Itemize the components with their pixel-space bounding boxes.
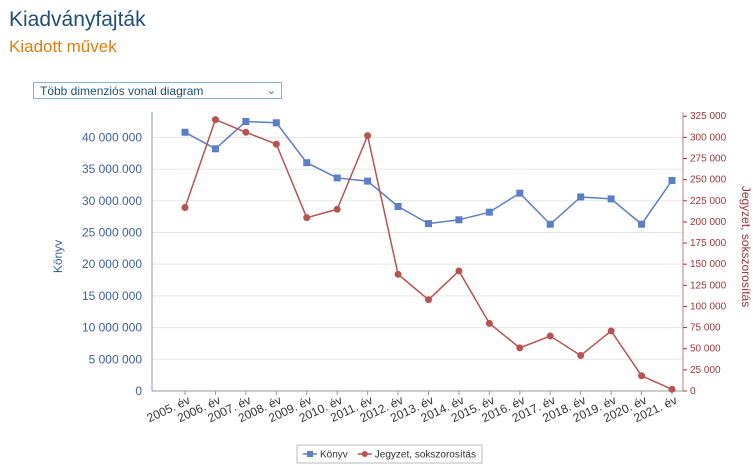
chart-grid (152, 136, 683, 360)
data-point[interactable] (668, 176, 676, 184)
y-axis-label-right: Jegyzet, sokszorosítás (739, 186, 753, 307)
chart-series (181, 116, 676, 393)
y-tick-label-left: 0 (135, 384, 142, 398)
y-tick-label-right: 25 000 (690, 365, 721, 376)
data-point[interactable] (394, 270, 402, 278)
y-tick-label-left: 15 000 000 (82, 289, 142, 303)
data-point[interactable] (333, 174, 341, 182)
data-point[interactable] (455, 267, 463, 275)
data-point[interactable] (425, 220, 432, 228)
y-tick-label-left: 10 000 000 (82, 321, 142, 335)
page-subtitle: Kiadott művek (9, 37, 117, 56)
y-tick-label-right: 100 000 (690, 301, 727, 312)
page-title: Kiadványfajták (9, 8, 146, 31)
y-tick-label-right: 325 000 (690, 111, 727, 122)
chart-legend[interactable]: Könyv Jegyzet, sokszorosítás (296, 444, 483, 464)
data-point[interactable] (516, 189, 524, 197)
data-point[interactable] (303, 159, 311, 167)
data-point[interactable] (546, 220, 554, 228)
y-tick-label-left: 40 000 000 (82, 130, 142, 144)
data-point[interactable] (425, 296, 432, 304)
y-tick-label-left: 20 000 000 (82, 257, 142, 271)
chart-ticks: 0 5 000 000 10 000 000 15 000 000 20 000 000… (82, 111, 727, 425)
data-point[interactable] (668, 385, 676, 393)
data-point[interactable] (181, 128, 189, 136)
legend-box (296, 444, 483, 464)
y-tick-label-right: 50 000 (690, 344, 721, 355)
series-line (184, 118, 673, 390)
y-tick-label-left: 35 000 000 (82, 162, 142, 176)
data-point[interactable] (516, 344, 524, 352)
y-tick-label-right: 275 000 (690, 154, 727, 165)
data-point[interactable] (394, 202, 402, 210)
y-tick-label-right: 125 000 (690, 280, 727, 291)
data-point[interactable] (546, 332, 554, 340)
legend-marker (307, 451, 313, 457)
y-tick-label-right: 0 (690, 386, 696, 397)
legend-marker (361, 451, 368, 457)
y-tick-label-right: 300 000 (690, 132, 727, 143)
y-tick-label-right: 200 000 (690, 217, 727, 228)
data-point[interactable] (181, 204, 189, 212)
y-tick-label-left: 5 000 000 (89, 352, 143, 366)
chart-axes (151, 112, 684, 392)
data-point[interactable] (333, 205, 341, 213)
chart-type-select-value: Több dimenziós vonal diagram (40, 83, 204, 98)
y-tick-label-right: 250 000 (690, 175, 727, 186)
data-point[interactable] (607, 195, 615, 203)
data-point[interactable] (577, 351, 585, 359)
data-point[interactable] (455, 216, 463, 224)
y-tick-label-right: 175 000 (690, 238, 727, 249)
data-point[interactable] (272, 119, 280, 127)
data-point[interactable] (303, 214, 311, 222)
chart-type-select[interactable]: Több dimenziós vonal diagram ⌄ (33, 82, 282, 99)
data-point[interactable] (607, 327, 615, 335)
legend-label: Könyv (320, 450, 348, 461)
data-point[interactable] (211, 145, 219, 153)
data-point[interactable] (638, 220, 646, 228)
y-tick-label-right: 75 000 (690, 323, 721, 334)
data-point[interactable] (485, 319, 493, 327)
legend-label: Jegyzet, sokszorosítás (375, 450, 476, 461)
y-tick-label-left: 30 000 000 (82, 194, 142, 208)
data-point[interactable] (364, 132, 372, 140)
data-point[interactable] (638, 372, 646, 380)
data-point[interactable] (211, 116, 219, 124)
data-point[interactable] (485, 208, 493, 216)
y-tick-label-right: 225 000 (690, 196, 727, 207)
data-point[interactable] (577, 193, 585, 201)
data-point[interactable] (242, 118, 250, 126)
y-axis-label-left: Könyv (51, 240, 65, 273)
data-point[interactable] (242, 128, 250, 136)
chevron-down-icon[interactable]: ⌄ (266, 85, 276, 97)
data-point[interactable] (272, 140, 280, 148)
y-tick-label-left: 25 000 000 (82, 225, 142, 239)
y-tick-label-right: 150 000 (690, 259, 727, 270)
data-point[interactable] (364, 177, 372, 185)
